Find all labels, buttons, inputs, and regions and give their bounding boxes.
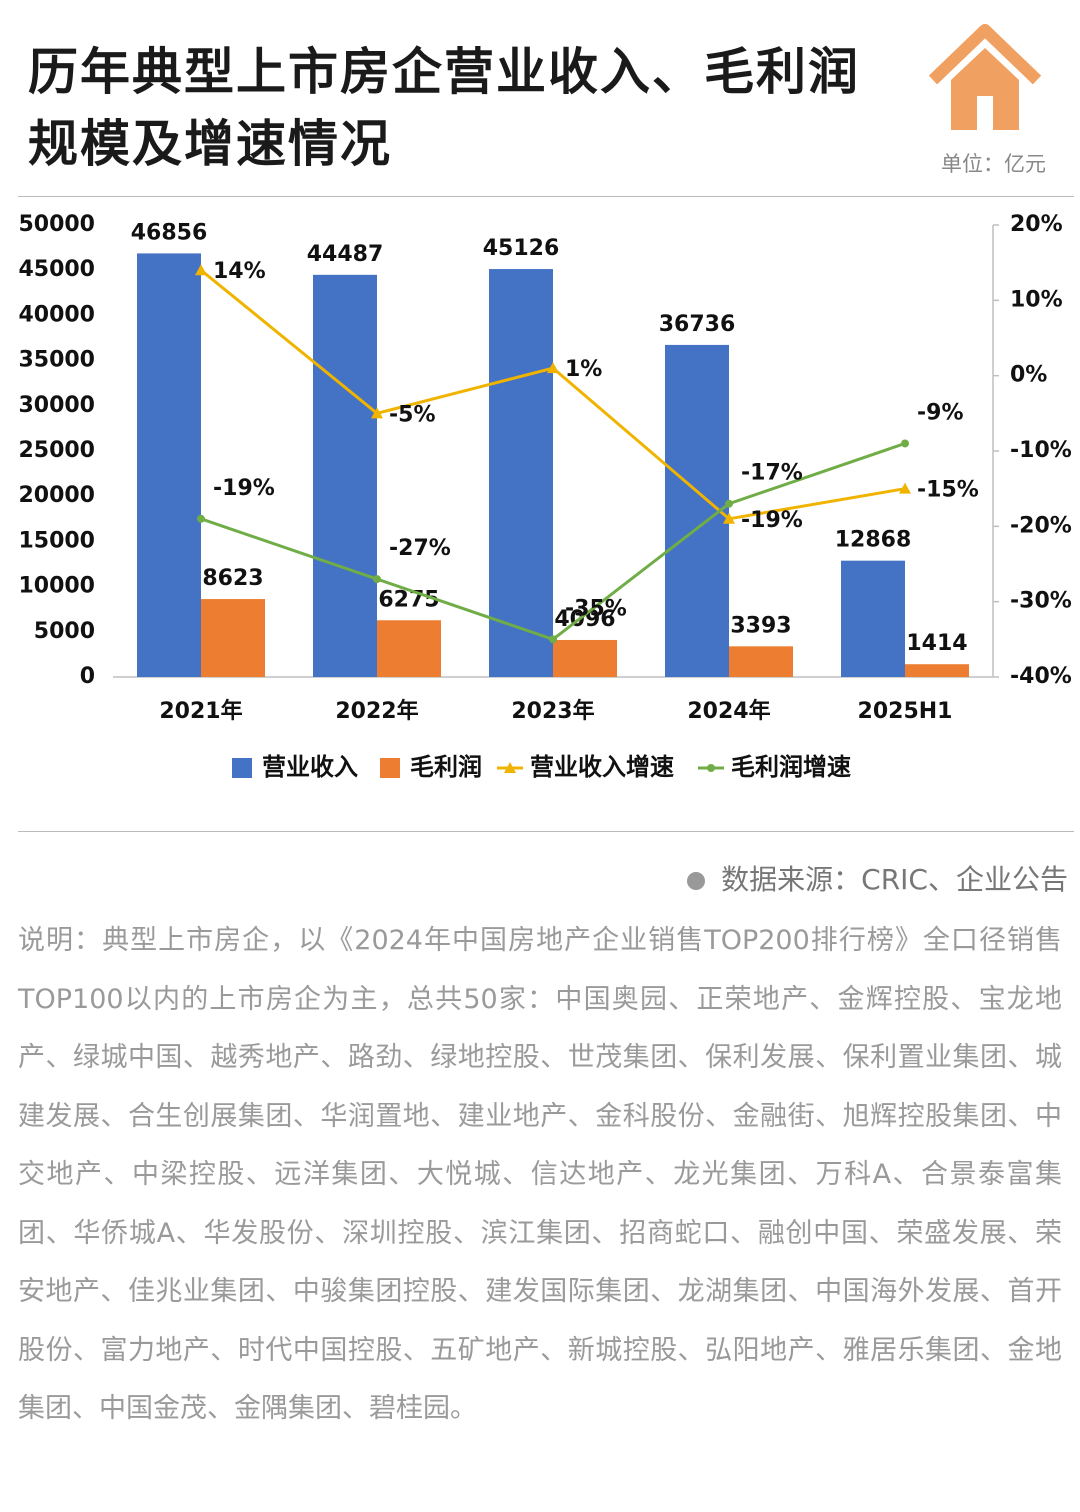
bar-label: 45126 (483, 236, 560, 261)
x-tick-label: 2025H1 (858, 699, 953, 724)
title: 历年典型上市房企营业收入、毛利润规模及增速情况 (28, 43, 860, 173)
x-tick-label: 2021年 (159, 698, 242, 724)
bar (377, 620, 441, 677)
y-tick-label: 25000 (18, 438, 95, 463)
bar (201, 599, 265, 677)
line-label: 1% (565, 357, 602, 382)
legend-marker (504, 762, 516, 773)
bar (553, 639, 617, 677)
marker (899, 482, 911, 494)
y-tick-label: 35000 (18, 348, 95, 373)
y-tick-label: 45000 (18, 257, 95, 282)
marker (195, 264, 207, 276)
y2-tick-label: 20% (1010, 212, 1063, 237)
legend-swatch (380, 758, 400, 778)
line-label: 14% (213, 259, 266, 284)
y2-tick-label: -10% (1010, 438, 1072, 463)
marker (723, 512, 735, 524)
bar-label: 44487 (307, 242, 384, 267)
house-icon (928, 24, 1042, 130)
legend-marker (707, 764, 715, 772)
line-label: -15% (917, 478, 979, 503)
bar (905, 664, 969, 677)
bar (841, 560, 905, 677)
y-tick-label: 10000 (18, 574, 95, 599)
marker (197, 514, 205, 523)
chart: 0 5000 10000 15000 20000 25000 30000 35000 40000… (18, 212, 1072, 781)
note: 说明：典型上市房企，以《2024年中国房地产企业销售TOP200排行榜》全口径销… (18, 925, 1062, 1424)
bar (313, 274, 377, 677)
y2-tick-label: 10% (1010, 287, 1063, 312)
x-tick-label: 2022年 (335, 698, 418, 724)
y-tick-label: 0 (80, 664, 95, 689)
unit-label: 单位：亿元 (941, 152, 1046, 176)
bar-label: 4096 (554, 607, 615, 632)
marker (549, 635, 557, 644)
legend-label: 营业收入 (262, 753, 358, 781)
x-tick-label: 2024年 (687, 698, 770, 724)
y-tick-label: 20000 (18, 483, 95, 508)
line-label: -35% (565, 596, 627, 621)
bar-label: 12868 (835, 528, 912, 553)
bar (489, 269, 553, 677)
divider (18, 831, 1074, 832)
y-tick-label: 40000 (18, 302, 95, 327)
bar-label: 1414 (906, 631, 967, 656)
y2-tick-label: -30% (1010, 589, 1072, 614)
legend-label: 毛利润 (410, 753, 482, 781)
marker (725, 499, 733, 508)
divider (18, 196, 1074, 197)
y2-tick-label: -40% (1010, 664, 1072, 689)
line-label: -5% (389, 402, 435, 427)
line-label: -19% (213, 476, 275, 501)
line-label: -9% (917, 400, 963, 425)
x-tick-label: 2023年 (511, 698, 594, 724)
marker (901, 439, 909, 448)
line-label: -27% (389, 536, 451, 561)
y2-tick-label: 0% (1010, 363, 1047, 388)
marker (373, 575, 381, 584)
y-tick-label: 30000 (18, 393, 95, 418)
y-tick-label: 15000 (18, 528, 95, 553)
bar (137, 253, 201, 677)
line-label: -17% (741, 461, 803, 486)
y2-tick-label: -20% (1010, 513, 1072, 538)
marker (547, 362, 559, 374)
y-tick-label: 5000 (34, 619, 95, 644)
source: 数据来源：CRIC、企业公告 (687, 858, 1068, 898)
legend-label: 毛利润增速 (731, 753, 851, 781)
y-tick-label: 50000 (18, 212, 95, 237)
bar-label: 8623 (202, 566, 263, 591)
legend-label: 营业收入增速 (530, 753, 674, 781)
line-label: -19% (741, 508, 803, 533)
bar (729, 646, 793, 677)
marker (371, 407, 383, 419)
bar-label: 46856 (131, 220, 208, 245)
bar-label: 3393 (730, 613, 791, 638)
bar-label: 36736 (659, 312, 736, 337)
legend-swatch (232, 758, 252, 778)
